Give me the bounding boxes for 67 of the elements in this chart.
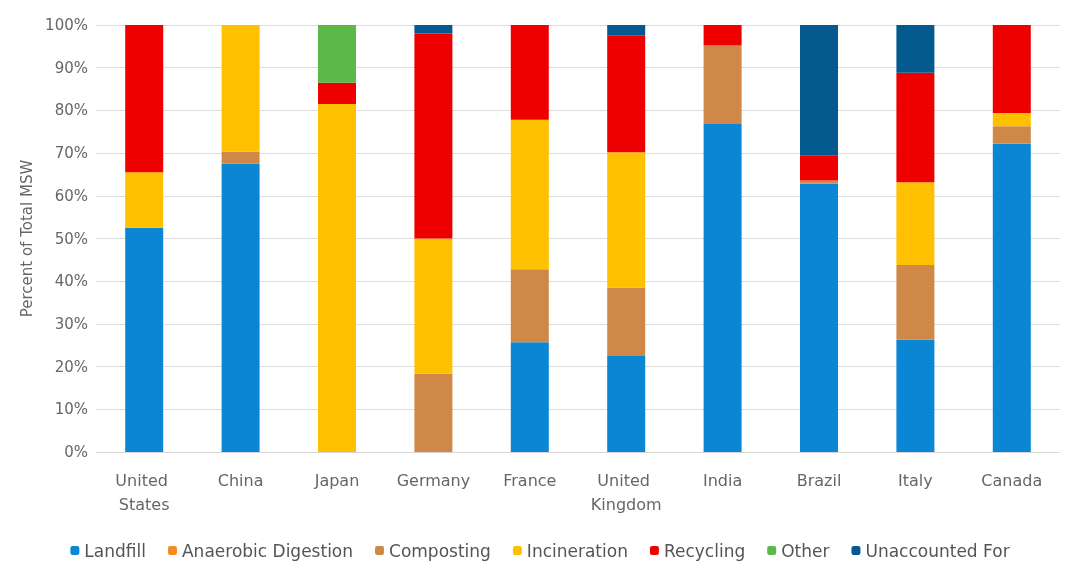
- bar: [510, 119, 549, 270]
- bar: [318, 82, 356, 104]
- legend-label: Anaerobic Digestion: [181, 540, 354, 561]
- y-tick-label: 100%: [45, 16, 88, 34]
- bar: [414, 33, 453, 239]
- bar: [992, 25, 1031, 113]
- bar: [125, 172, 164, 228]
- x-tick-label: Canada: [981, 470, 1043, 490]
- legend-label: Unaccounted For: [865, 540, 1010, 561]
- legend-label: Incineration: [526, 540, 628, 561]
- y-tick-label: 40%: [54, 272, 88, 291]
- bar: [607, 25, 646, 36]
- y-tick-label: 70%: [54, 144, 88, 163]
- x-tick-label: France: [503, 470, 557, 490]
- x-tick-label: Brazil: [796, 470, 842, 490]
- bar: [125, 227, 164, 452]
- bar: [703, 25, 742, 46]
- bar: [510, 342, 549, 452]
- bar: [800, 155, 838, 181]
- y-tick-label: 10%: [54, 400, 88, 419]
- bar: [896, 25, 935, 73]
- bar: [607, 152, 646, 288]
- y-tick-label: 90%: [54, 58, 88, 77]
- y-tick-label: 60%: [54, 186, 88, 205]
- bar: [510, 269, 549, 343]
- bar: [896, 264, 935, 340]
- x-tick-label: China: [217, 470, 264, 490]
- bar: [221, 25, 260, 152]
- bar: [896, 72, 935, 183]
- y-axis-title: Percent of Total MSW: [17, 159, 36, 318]
- bar: [607, 287, 646, 356]
- x-tick-label: India: [702, 470, 743, 490]
- bar: [221, 151, 260, 164]
- bar: [992, 112, 1031, 127]
- bar: [607, 35, 646, 153]
- bar: [414, 25, 453, 34]
- bar: [125, 25, 164, 173]
- bar: [800, 180, 838, 184]
- bar: [607, 355, 646, 452]
- bar: [414, 238, 453, 374]
- legend-label: Composting: [389, 540, 491, 561]
- bar: [800, 25, 838, 156]
- x-tick-label: United Kingdom: [590, 470, 662, 514]
- bar: [318, 25, 356, 83]
- x-tick-label: Germany: [396, 470, 471, 490]
- legend-label: Landfill: [84, 540, 146, 561]
- bar: [703, 45, 742, 125]
- x-tick-label: United States: [115, 470, 174, 514]
- y-tick-label: 30%: [54, 314, 88, 333]
- bar: [703, 124, 742, 452]
- bar: [992, 143, 1031, 452]
- x-tick-label: Japan: [313, 470, 360, 490]
- bar: [318, 104, 356, 452]
- y-tick-label: 0%: [64, 443, 88, 461]
- bar: [896, 182, 935, 265]
- x-tick-label: Italy: [898, 470, 933, 490]
- bar: [510, 25, 549, 120]
- bar: [896, 339, 935, 452]
- bar: [800, 183, 838, 452]
- y-tick-label: 50%: [54, 229, 88, 248]
- bar: [414, 373, 453, 452]
- bar: [992, 126, 1031, 144]
- y-tick-label: 20%: [54, 357, 88, 376]
- legend-label: Other: [781, 540, 830, 561]
- legend-label: Recycling: [663, 540, 746, 561]
- bar: [221, 163, 260, 452]
- y-tick-label: 80%: [54, 101, 88, 120]
